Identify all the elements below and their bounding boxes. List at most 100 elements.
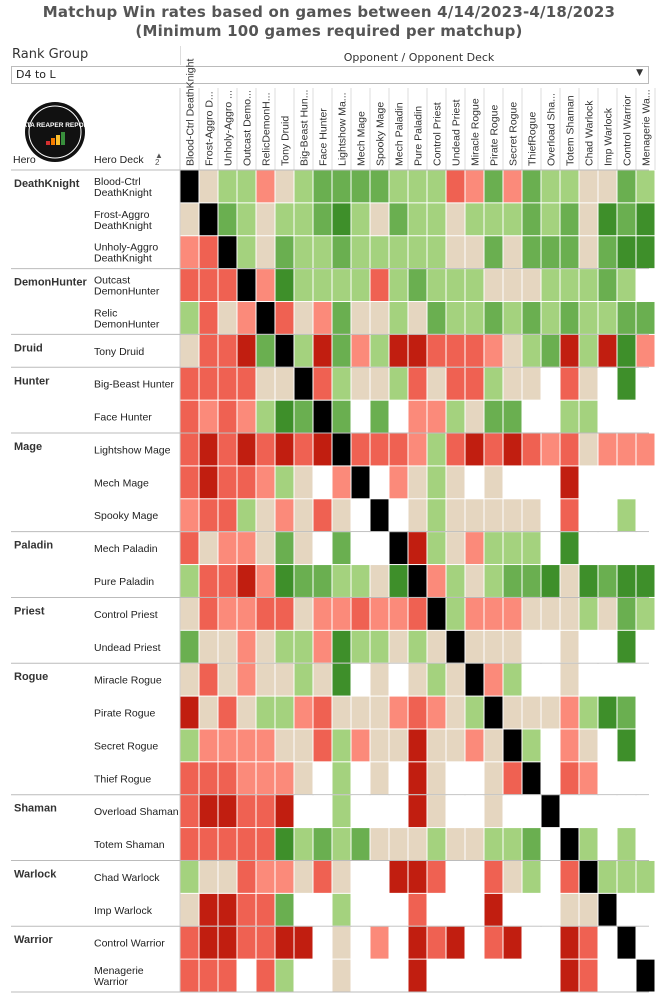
heatmap-cell[interactable] [617, 926, 636, 959]
heatmap-cell[interactable] [351, 860, 370, 893]
heatmap-cell[interactable] [503, 170, 522, 203]
heatmap-cell[interactable] [275, 400, 294, 433]
heatmap-cell[interactable] [579, 926, 598, 959]
heatmap-cell[interactable] [275, 466, 294, 499]
heatmap-cell[interactable] [617, 334, 636, 367]
heatmap-cell[interactable] [237, 367, 256, 400]
heatmap-cell[interactable] [332, 400, 351, 433]
column-header-label[interactable]: Mech Paladin [394, 102, 406, 166]
heatmap-cell[interactable] [294, 302, 313, 334]
heatmap-cell[interactable] [579, 729, 598, 762]
heatmap-cell[interactable] [541, 170, 560, 203]
heatmap-cell[interactable] [579, 269, 598, 302]
column-header-label[interactable]: ThiefRogue [527, 112, 539, 166]
heatmap-cell[interactable] [465, 926, 484, 959]
heatmap-cell[interactable] [351, 334, 370, 367]
heatmap-cell[interactable] [579, 762, 598, 795]
heatmap-cell[interactable] [465, 729, 484, 762]
heatmap-cell[interactable] [237, 795, 256, 828]
heatmap-cell[interactable] [332, 762, 351, 795]
heatmap-cell[interactable] [313, 203, 332, 236]
heatmap-cell[interactable] [522, 170, 541, 203]
heatmap-cell[interactable] [484, 959, 503, 992]
heatmap-cell[interactable] [484, 400, 503, 433]
heatmap-cell[interactable] [218, 203, 237, 236]
heatmap-cell[interactable] [560, 269, 579, 302]
heatmap-cell[interactable] [484, 269, 503, 302]
heatmap-cell[interactable] [636, 269, 655, 302]
heatmap-cell[interactable] [351, 367, 370, 400]
heatmap-cell[interactable] [579, 236, 598, 269]
heatmap-cell[interactable] [218, 302, 237, 334]
heatmap-cell[interactable] [579, 696, 598, 729]
heatmap-cell[interactable] [275, 860, 294, 893]
heatmap-cell[interactable] [427, 433, 446, 466]
heatmap-cell[interactable] [598, 302, 617, 334]
heatmap-cell[interactable] [275, 302, 294, 334]
heatmap-cell[interactable] [256, 302, 275, 334]
heatmap-cell[interactable] [579, 499, 598, 532]
heatmap-cell[interactable] [294, 170, 313, 203]
heatmap-cell[interactable] [408, 663, 427, 696]
heatmap-cell[interactable] [237, 860, 256, 893]
heatmap-cell[interactable] [427, 203, 446, 236]
heatmap-cell[interactable] [408, 729, 427, 762]
heatmap-cell[interactable] [199, 959, 218, 992]
heatmap-cell[interactable] [560, 696, 579, 729]
heatmap-cell[interactable] [218, 334, 237, 367]
heatmap-cell[interactable] [541, 433, 560, 466]
heatmap-cell[interactable] [389, 630, 408, 663]
heatmap-cell[interactable] [294, 926, 313, 959]
heatmap-cell[interactable] [503, 729, 522, 762]
heatmap-cell[interactable] [408, 696, 427, 729]
rank-group-dropdown[interactable]: D4 to L ▼ [11, 66, 649, 84]
heatmap-cell[interactable] [256, 433, 275, 466]
heatmap-cell[interactable] [256, 334, 275, 367]
heatmap-cell[interactable] [617, 630, 636, 663]
heatmap-cell[interactable] [370, 532, 389, 565]
heatmap-cell[interactable] [237, 630, 256, 663]
heatmap-cell[interactable] [617, 762, 636, 795]
heatmap-cell[interactable] [275, 893, 294, 926]
heatmap-cell[interactable] [351, 729, 370, 762]
heatmap-cell[interactable] [503, 597, 522, 630]
heatmap-cell[interactable] [408, 269, 427, 302]
heatmap-cell[interactable] [389, 236, 408, 269]
heatmap-cell[interactable] [237, 532, 256, 565]
heatmap-cell[interactable] [275, 334, 294, 367]
heatmap-cell[interactable] [408, 630, 427, 663]
heatmap-cell[interactable] [408, 236, 427, 269]
heatmap-cell[interactable] [598, 597, 617, 630]
heatmap-cell[interactable] [351, 499, 370, 532]
heatmap-cell[interactable] [408, 565, 427, 597]
heatmap-cell[interactable] [313, 795, 332, 828]
heatmap-cell[interactable] [351, 828, 370, 860]
heatmap-cell[interactable] [541, 532, 560, 565]
heatmap-cell[interactable] [313, 466, 332, 499]
heatmap-cell[interactable] [237, 433, 256, 466]
column-header-label[interactable]: Undead Priest [451, 99, 463, 166]
heatmap-cell[interactable] [636, 696, 655, 729]
heatmap-cell[interactable] [237, 926, 256, 959]
heatmap-cell[interactable] [522, 696, 541, 729]
heatmap-cell[interactable] [237, 696, 256, 729]
heatmap-cell[interactable] [484, 630, 503, 663]
heatmap-cell[interactable] [332, 860, 351, 893]
heatmap-cell[interactable] [465, 433, 484, 466]
heatmap-cell[interactable] [541, 663, 560, 696]
heatmap-cell[interactable] [218, 696, 237, 729]
heatmap-cell[interactable] [427, 630, 446, 663]
heatmap-cell[interactable] [560, 334, 579, 367]
heatmap-cell[interactable] [370, 663, 389, 696]
heatmap-cell[interactable] [446, 795, 465, 828]
heatmap-cell[interactable] [180, 170, 199, 203]
heatmap-cell[interactable] [484, 499, 503, 532]
heatmap-cell[interactable] [313, 663, 332, 696]
heatmap-cell[interactable] [541, 597, 560, 630]
heatmap-cell[interactable] [332, 269, 351, 302]
heatmap-cell[interactable] [180, 959, 199, 992]
heatmap-cell[interactable] [370, 630, 389, 663]
heatmap-cell[interactable] [256, 663, 275, 696]
heatmap-cell[interactable] [256, 696, 275, 729]
heatmap-cell[interactable] [446, 860, 465, 893]
